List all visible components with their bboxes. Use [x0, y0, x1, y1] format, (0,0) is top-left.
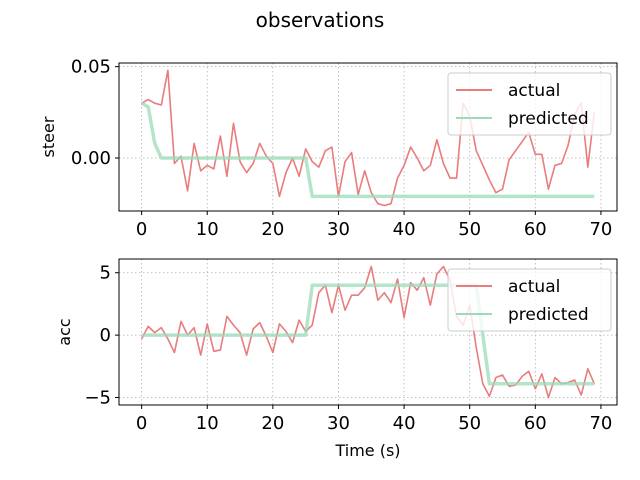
x-tick-label: 50	[458, 413, 481, 434]
x-tick-label: 40	[393, 219, 416, 240]
series-line-predicted	[140, 101, 595, 199]
y-axis-label: steer	[39, 116, 58, 157]
x-axis-label: Time (s)	[334, 441, 400, 460]
legend-label-predicted: predicted	[508, 109, 589, 129]
legend: actual predicted	[447, 72, 612, 136]
legend-box	[447, 268, 612, 332]
legend-label-predicted: predicted	[508, 305, 589, 325]
x-tick-label: 30	[327, 219, 350, 240]
legend-box	[447, 72, 612, 136]
figure-title: observations	[256, 8, 385, 32]
series-line-actual	[141, 69, 596, 207]
x-tick-label: 50	[458, 219, 481, 240]
legend-label-actual: actual	[508, 81, 560, 101]
x-tick-label: 10	[196, 413, 219, 434]
y-tick-label: 0.05	[71, 57, 111, 78]
y-tick-label: 5	[100, 263, 111, 284]
x-tick-label: 10	[196, 219, 219, 240]
axes-frame	[118, 258, 618, 406]
x-tick-label: 20	[261, 219, 284, 240]
y-tick-label: 0.00	[71, 148, 111, 169]
x-tick-label: 0	[136, 413, 147, 434]
series-line-predicted	[141, 283, 595, 386]
legend-label-actual: actual	[508, 277, 560, 297]
x-tick-label: 70	[589, 413, 612, 434]
y-tick-label: −5	[84, 388, 111, 409]
y-tick-label: 0	[100, 325, 111, 346]
x-tick-label: 20	[261, 413, 284, 434]
x-tick-label: 40	[393, 413, 416, 434]
acc-subplot: 0 10 20 30 40 50 60 70 −5 0 5 acc Time (s) actual pred…	[55, 258, 618, 460]
x-tick-label: 70	[589, 219, 612, 240]
x-tick-label: 60	[524, 413, 547, 434]
axes-frame	[118, 62, 618, 212]
steer-subplot: 0 10 20 30 40 50 60 70 0.00 0.05 steer actual predic…	[39, 57, 618, 240]
legend: actual predicted	[447, 268, 612, 332]
x-tick-label: 60	[524, 219, 547, 240]
y-axis-label: acc	[55, 318, 74, 345]
x-tick-label: 0	[136, 219, 147, 240]
series-line-actual	[140, 265, 596, 399]
x-tick-label: 30	[327, 413, 350, 434]
